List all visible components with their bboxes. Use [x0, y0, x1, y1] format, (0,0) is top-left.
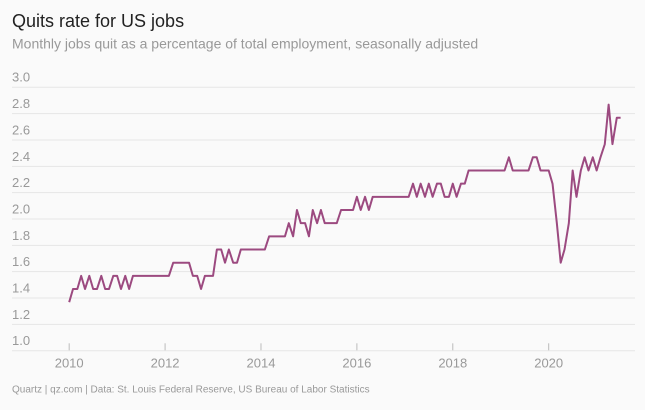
y-tick-label: 3.0 — [12, 70, 30, 85]
chart-title: Quits rate for US jobs — [12, 11, 184, 31]
y-tick-label: 1.8 — [12, 228, 30, 243]
x-tick-label: 2020 — [534, 356, 563, 371]
y-tick-label: 2.6 — [12, 122, 30, 137]
y-tick-label: 1.6 — [12, 254, 30, 269]
x-tick-label: 2012 — [151, 356, 180, 371]
y-tick-label: 2.8 — [12, 96, 30, 111]
x-tick-label: 2018 — [438, 356, 467, 371]
y-tick-label: 1.4 — [12, 280, 30, 295]
y-tick-label: 2.4 — [12, 149, 30, 164]
source-note: Quartz | qz.com | Data: St. Louis Federa… — [12, 385, 370, 396]
y-tick-label: 2.0 — [12, 201, 30, 216]
y-tick-label: 1.0 — [12, 333, 30, 348]
x-tick-label: 2010 — [55, 356, 84, 371]
y-tick-label: 1.2 — [12, 307, 30, 322]
x-tick-label: 2016 — [342, 356, 371, 371]
x-tick-label: 2014 — [247, 356, 276, 371]
y-tick-label: 2.2 — [12, 175, 30, 190]
chart-subtitle: Monthly jobs quit as a percentage of tot… — [12, 36, 478, 52]
data-line — [68, 103, 621, 303]
